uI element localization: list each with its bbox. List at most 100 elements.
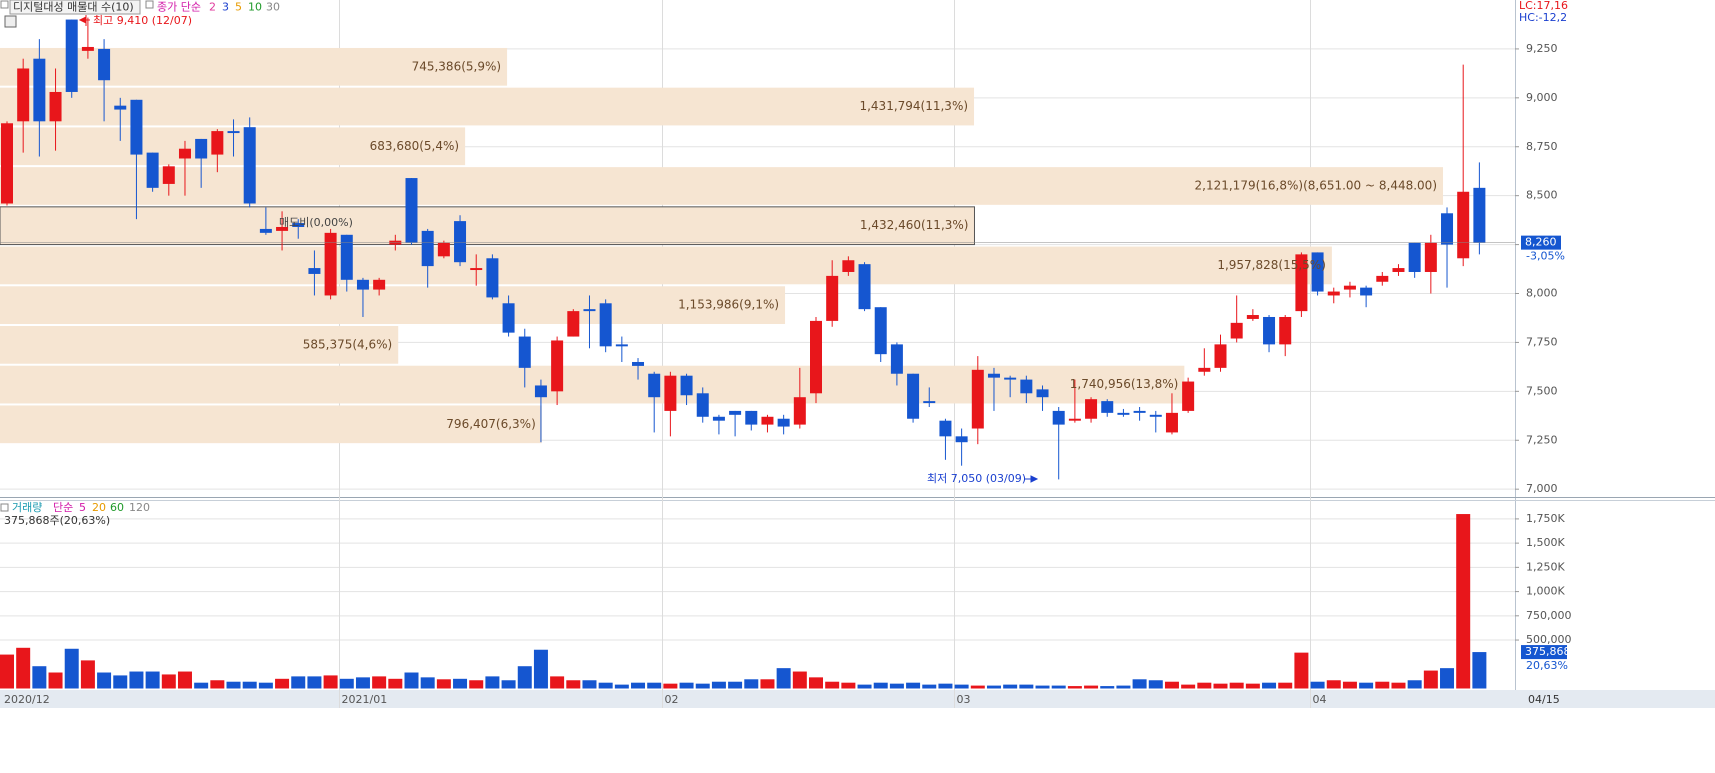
volume-bar xyxy=(728,681,743,689)
volume-bar xyxy=(906,682,921,689)
x-tick-label: 2020/12 xyxy=(4,693,50,706)
candle-body xyxy=(842,260,855,272)
profile-label: 796,407(6,3%) xyxy=(446,417,535,431)
candle-body xyxy=(1295,254,1308,312)
ma-legend: 2 xyxy=(209,1,216,14)
current-price-label: 8,260 xyxy=(1525,236,1557,249)
candle-body xyxy=(1376,275,1389,282)
volume-bar xyxy=(954,684,969,689)
profile-band xyxy=(0,206,975,246)
candle-body xyxy=(858,264,871,310)
table-icon xyxy=(4,15,17,28)
candle-body xyxy=(1085,399,1098,419)
candle-body xyxy=(1020,379,1033,394)
volume-bar xyxy=(420,677,435,689)
chart-title: 디지털대성 매물대 수(10) xyxy=(13,1,134,14)
volume-bar xyxy=(1003,684,1018,689)
y-tick-label: 9,250 xyxy=(1526,42,1558,55)
candle-body xyxy=(130,99,143,155)
candle-body xyxy=(971,369,984,429)
profile-label: 1,740,956(13,8%) xyxy=(1070,377,1179,391)
candle-body xyxy=(1246,315,1259,319)
volume-tick-label: 1,250K xyxy=(1526,560,1565,573)
y-tick-label: 7,250 xyxy=(1526,433,1558,446)
profile-band xyxy=(0,405,542,444)
profile-band xyxy=(0,246,1332,285)
candle-body xyxy=(680,375,693,396)
volume-bar xyxy=(194,682,209,689)
candle-body xyxy=(907,373,920,419)
volume-bar xyxy=(889,683,904,689)
volume-bar xyxy=(275,678,290,689)
candle-body xyxy=(1004,377,1017,380)
candle-body xyxy=(939,420,952,437)
lc-label: LC:17,16 xyxy=(1519,0,1568,12)
volume-bar xyxy=(1100,686,1115,689)
volume-bar xyxy=(80,660,95,689)
profile-label: 683,680(5,4%) xyxy=(370,139,459,153)
candle-body xyxy=(1165,412,1178,433)
profile-label: 1,957,828(15,5%) xyxy=(1217,258,1326,272)
candle-body xyxy=(276,226,289,231)
volume-bar xyxy=(1213,683,1228,689)
candle-body xyxy=(1408,242,1421,272)
y-tick-label: 7,000 xyxy=(1526,482,1558,495)
volume-bar xyxy=(695,683,710,689)
candle-body xyxy=(955,436,968,443)
candle-body xyxy=(1230,322,1243,339)
candle-body xyxy=(227,131,240,134)
profile-label: 1,153,986(9,1%) xyxy=(678,298,779,312)
volume-bar xyxy=(598,682,613,689)
volume-bar xyxy=(339,678,354,689)
candle-body xyxy=(648,373,661,398)
candle-body xyxy=(615,344,628,347)
volume-tick-label: 750,000 xyxy=(1526,609,1572,622)
candle-body xyxy=(324,232,337,296)
candle-body xyxy=(599,303,612,347)
candle-body xyxy=(1263,316,1276,345)
candle-body xyxy=(1149,414,1162,417)
last-date-label: 04/15 xyxy=(1528,693,1560,706)
volume-bar xyxy=(1067,686,1082,689)
profile-label: 585,375(4,6%) xyxy=(303,337,392,351)
volume-bar xyxy=(1262,682,1277,689)
volume-bar xyxy=(1294,652,1309,689)
candle-body xyxy=(486,258,499,298)
candle-body xyxy=(454,221,467,263)
volume-bar xyxy=(161,674,176,689)
current-volume-label: 375,868 xyxy=(1525,645,1571,658)
candle-body xyxy=(1392,268,1405,272)
volume-bar xyxy=(1342,681,1357,689)
volume-bar xyxy=(453,678,468,689)
candle-body xyxy=(534,385,547,398)
candle-body xyxy=(761,416,774,425)
candle-body xyxy=(777,418,790,427)
volume-bar xyxy=(1278,682,1293,689)
volume-bar xyxy=(307,676,322,689)
candle-body xyxy=(49,91,62,122)
candle-body xyxy=(162,166,175,184)
candle-body xyxy=(664,375,677,411)
y-tick-label: 9,000 xyxy=(1526,91,1558,104)
volume-bar xyxy=(1051,685,1066,689)
volume-bar xyxy=(792,671,807,689)
volume-bar xyxy=(404,672,419,689)
candle-body xyxy=(518,336,531,368)
volume-bar xyxy=(1181,684,1196,689)
candle-body xyxy=(826,275,839,321)
volume-tick-label: 1,000K xyxy=(1526,585,1565,598)
y-tick-label: 7,750 xyxy=(1526,335,1558,348)
profile-label: 745,386(5,9%) xyxy=(412,59,501,73)
profile-label: 1,431,794(11,3%) xyxy=(859,99,968,113)
volume-bar xyxy=(64,648,79,689)
profile-band xyxy=(0,47,508,86)
high-arrow xyxy=(78,15,90,26)
candle-body xyxy=(1,123,13,204)
x-tick-label: 04 xyxy=(1313,693,1327,706)
volume-bar xyxy=(1375,681,1390,689)
candle-body xyxy=(340,234,353,280)
text-layer: 디지털대성 매물대 수(10) 종가 단순 2 3 5 10 30 최고 9,4… xyxy=(0,0,1572,706)
profile-label: 1,432,460(11,3%) xyxy=(860,218,969,232)
volume-bar xyxy=(857,684,872,689)
volume-bar xyxy=(0,654,14,689)
